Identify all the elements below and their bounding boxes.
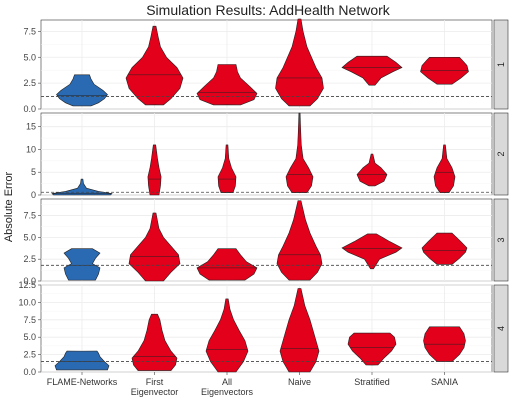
y-tick-label: 0.0 <box>23 104 36 114</box>
y-tick-label: 7.5 <box>23 315 36 325</box>
y-tick-label: 0 <box>31 190 36 200</box>
facet-strip <box>493 19 509 110</box>
violin-all-eigenvectors <box>196 64 258 106</box>
y-tick-label: 7.5 <box>23 211 36 221</box>
violin-sania <box>433 144 456 194</box>
facet-label: 2 <box>496 151 506 156</box>
y-tick-label: 0.0 <box>23 276 36 286</box>
y-tick-label: 2.5 <box>23 350 36 360</box>
facet-label: 1 <box>496 62 506 67</box>
violin-naive <box>276 200 323 281</box>
facet-strip <box>493 198 509 282</box>
x-tick-label: Naive <box>288 377 311 387</box>
panel-4: 0.0 2.5 5.0 7.5 10.0 12.5 4 <box>18 280 509 377</box>
facet-strip <box>493 112 509 196</box>
violin-flame-networks <box>54 350 110 371</box>
panel-background <box>40 198 493 282</box>
y-tick-label: 5.0 <box>23 332 36 342</box>
y-tick-label: 10.0 <box>18 297 36 307</box>
x-tick-label: Stratified <box>354 377 390 387</box>
panel-2: 0 5 10 15 2 <box>26 112 509 200</box>
y-tick-label: 0.0 <box>23 367 36 377</box>
x-tick-label: First Eigenvector <box>131 377 179 397</box>
panel-1: 0.0 2.5 5.0 7.5 1 <box>23 18 509 114</box>
violin-all-eigenvectors <box>196 248 258 281</box>
y-tick-label: 7.5 <box>23 26 36 36</box>
violin-naive <box>285 112 314 194</box>
y-tick-label: 2.5 <box>23 78 36 88</box>
panel-background <box>40 19 493 110</box>
y-tick-label: 5.0 <box>23 232 36 242</box>
panel-background <box>40 112 493 196</box>
x-axis-ticks: FLAME-Networks First Eigenvector All Eigenve… <box>47 372 458 397</box>
y-tick-label: 2.5 <box>23 254 36 264</box>
facet-strip <box>493 284 509 373</box>
violin-all-eigenvectors <box>217 144 237 194</box>
panels: 0.02.55.07.5105101520.02.55.07.530.02.55… <box>18 18 509 377</box>
chart-title: Simulation Results: AddHealth Network <box>146 2 391 18</box>
violin-stratified <box>341 233 403 270</box>
x-tick-label: All Eigenvectors <box>201 377 254 397</box>
violin-first-eigenvector <box>128 212 181 282</box>
facet-label: 4 <box>496 326 506 331</box>
violin-sania <box>421 232 468 265</box>
violin-first-eigenvector <box>147 144 162 196</box>
y-tick-label: 10 <box>26 144 36 154</box>
violin-stratified <box>341 55 403 86</box>
violin-first-eigenvector <box>125 25 184 106</box>
x-tick-label: FLAME-Networks <box>47 377 118 387</box>
x-tick-label: SANIA <box>431 377 458 387</box>
violin-all-eigenvectors <box>205 298 249 373</box>
violin-stratified <box>347 332 397 366</box>
y-tick-label: 5 <box>31 167 36 177</box>
y-tick-label: 5.0 <box>23 52 36 62</box>
violin-stratified <box>356 153 388 187</box>
violin-flame-networks <box>63 248 101 281</box>
violin-flame-networks <box>56 74 108 107</box>
y-tick-label: 15 <box>26 122 36 132</box>
y-axis-label: Absolute Error <box>3 172 15 243</box>
facet-label: 3 <box>496 237 506 242</box>
y-tick-label: 12.5 <box>18 280 36 290</box>
violin-naive <box>279 288 320 373</box>
violin-flame-networks <box>51 178 113 196</box>
panel-3: 0.0 2.5 5.0 7.5 3 <box>23 198 509 286</box>
violin-naive <box>275 18 324 107</box>
